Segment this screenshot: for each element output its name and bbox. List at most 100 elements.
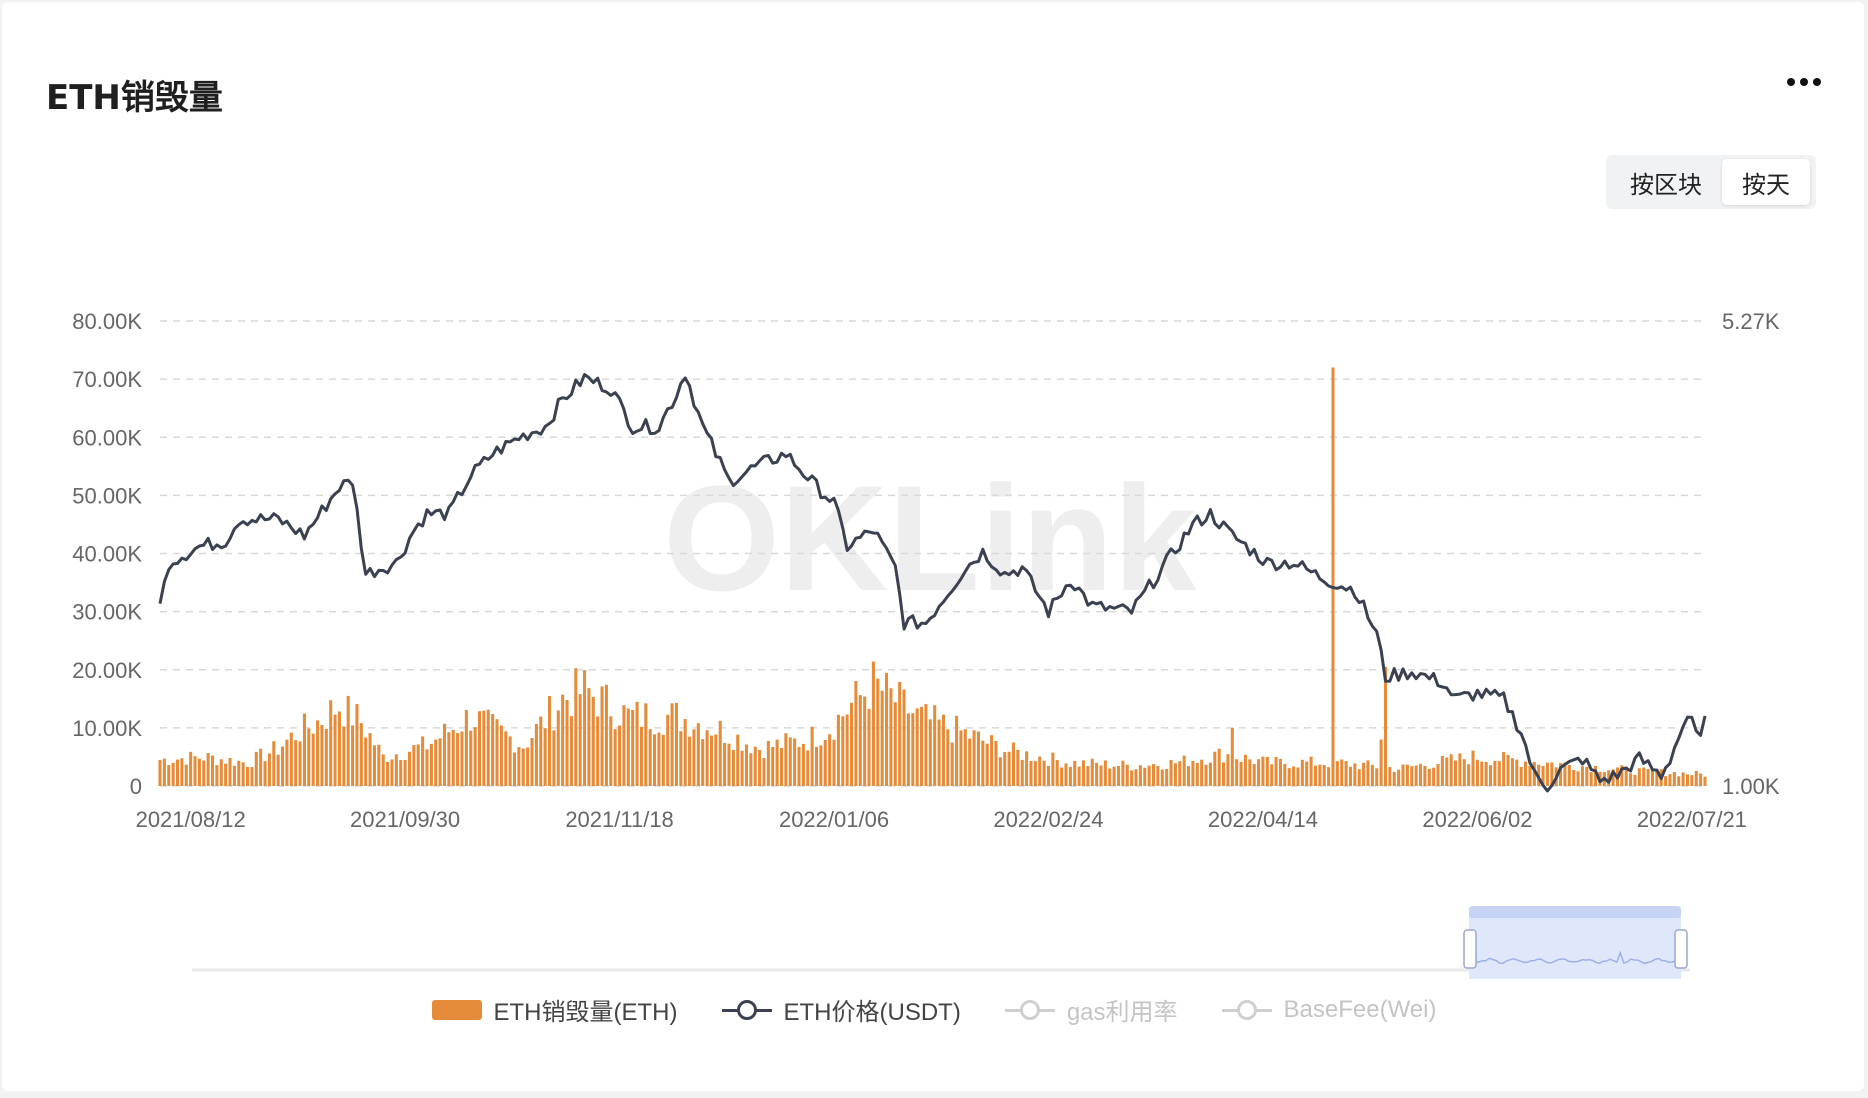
- burn-bar: [832, 739, 836, 786]
- burn-bar: [889, 688, 893, 786]
- burn-bar: [359, 723, 363, 786]
- burn-bar: [1033, 761, 1037, 786]
- burn-bar: [416, 744, 420, 786]
- y-right-tick-label: 5.27K: [1722, 309, 1780, 334]
- burn-bar: [1484, 761, 1488, 786]
- burn-bar: [495, 719, 499, 786]
- burn-bar: [1589, 772, 1593, 786]
- burn-bar: [653, 734, 657, 786]
- zoom-window-top-bar[interactable]: [1469, 906, 1681, 918]
- burn-bar: [1191, 760, 1195, 786]
- burn-bar: [902, 689, 906, 786]
- toggle-by-day-button[interactable]: 按天: [1722, 159, 1810, 205]
- burn-bar: [1287, 768, 1291, 786]
- burn-bar: [158, 759, 162, 786]
- burn-bar: [858, 695, 862, 786]
- burn-bar: [709, 735, 714, 786]
- burn-bar: [1068, 766, 1072, 786]
- burn-bar: [937, 719, 941, 786]
- burn-bar: [534, 723, 538, 786]
- burn-bar: [1270, 764, 1274, 786]
- burn-bar: [661, 734, 665, 786]
- burn-bar: [1690, 775, 1694, 786]
- burn-bar: [1169, 759, 1173, 786]
- legend-label: BaseFee(Wei): [1283, 995, 1437, 1023]
- y-left-tick-label: 50.00K: [72, 483, 142, 508]
- burn-bar: [512, 752, 517, 786]
- legend-gas[interactable]: gas利用率: [1004, 992, 1178, 1027]
- y-left-tick-label: 30.00K: [72, 600, 142, 625]
- burn-bar: [285, 739, 289, 786]
- burn-bar: [1182, 755, 1186, 786]
- burn-bar: [736, 734, 740, 786]
- burn-bar: [1668, 774, 1672, 786]
- burn-bar: [1646, 768, 1650, 786]
- burn-bar: [1637, 768, 1641, 786]
- zoom-right-handle[interactable]: [1674, 929, 1688, 969]
- burn-bar: [968, 738, 972, 786]
- burn-bar: [294, 740, 298, 786]
- burn-bar: [1077, 766, 1081, 786]
- burn-bar: [1252, 764, 1256, 786]
- burn-bar: [1300, 759, 1304, 786]
- burn-bar: [639, 726, 643, 786]
- burn-bar: [1471, 750, 1475, 786]
- legend-basefee[interactable]: BaseFee(Wei): [1221, 992, 1437, 1027]
- legend-price[interactable]: ETH价格(USDT): [721, 992, 961, 1027]
- burn-bar: [1335, 761, 1339, 786]
- burn-bar: [473, 727, 477, 786]
- burn-bar: [753, 746, 757, 786]
- burn-bar: [381, 754, 385, 786]
- burn-bar: [206, 753, 210, 786]
- burn-bar: [1292, 766, 1296, 786]
- burn-bar: [237, 760, 241, 786]
- more-menu-icon[interactable]: [1787, 78, 1821, 86]
- burn-bar: [766, 740, 770, 786]
- burn-bar: [998, 757, 1002, 786]
- burn-bar: [1541, 765, 1545, 786]
- burn-bar: [1624, 766, 1628, 786]
- line-legend-icon: [1221, 999, 1272, 1020]
- burn-bar: [920, 706, 924, 786]
- x-tick-label: 2022/01/06: [779, 807, 889, 832]
- burn-bar: [504, 731, 508, 786]
- burn-bar: [1563, 762, 1567, 786]
- burn-bar: [1550, 762, 1554, 786]
- burn-bar: [723, 742, 727, 786]
- burn-bar: [679, 731, 683, 786]
- burn-bar: [1594, 765, 1598, 786]
- burn-bar: [311, 733, 315, 786]
- burn-bar: [705, 730, 709, 786]
- burn-bar: [1313, 765, 1317, 786]
- burn-bar: [1405, 764, 1409, 786]
- burn-bar: [740, 750, 744, 786]
- toggle-by-block-button[interactable]: 按区块: [1630, 170, 1702, 199]
- burn-bar: [246, 766, 250, 786]
- burn-bar: [1388, 767, 1392, 786]
- burn-bar: [1046, 765, 1051, 786]
- x-tick-label: 2022/06/02: [1422, 807, 1532, 832]
- line-legend-icon: [721, 999, 772, 1020]
- burn-bar: [407, 751, 412, 786]
- legend-burn[interactable]: ETH销毁量(ETH): [431, 992, 678, 1027]
- x-tick-label: 2021/09/30: [350, 807, 460, 832]
- burn-bar: [521, 748, 525, 786]
- burn-bar: [1020, 759, 1024, 786]
- burn-bar: [578, 694, 582, 786]
- burn-bar: [482, 710, 486, 786]
- burn-bar: [1650, 769, 1655, 786]
- zoom-window[interactable]: [1469, 909, 1681, 979]
- burn-bar: [893, 702, 897, 786]
- burn-bar: [819, 745, 823, 786]
- burn-bar: [1086, 766, 1090, 786]
- burn-bar: [486, 709, 490, 786]
- burn-bar: [368, 733, 372, 786]
- burn-bar: [622, 705, 626, 786]
- burn-bar: [1353, 763, 1357, 786]
- zoom-left-handle[interactable]: [1463, 929, 1477, 969]
- burn-bar: [810, 726, 814, 786]
- zoom-sparkline: [1471, 950, 1680, 965]
- burn-bar: [801, 743, 805, 786]
- burn-bar: [845, 714, 849, 786]
- burn-bar: [696, 723, 700, 786]
